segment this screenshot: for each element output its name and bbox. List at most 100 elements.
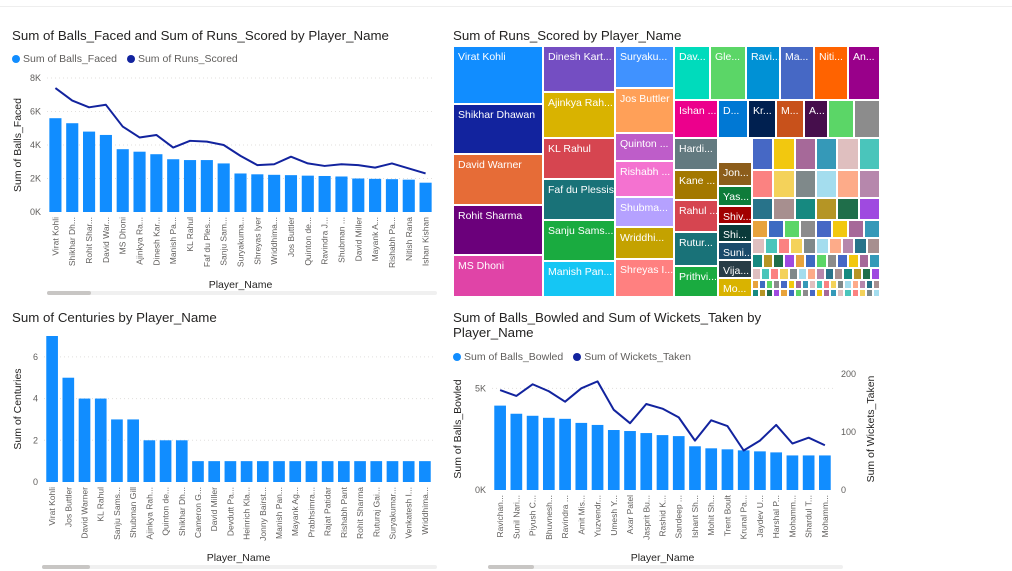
treemap-tile[interactable] (816, 198, 838, 220)
treemap-tile[interactable]: Jos Buttler (615, 88, 674, 133)
treemap-tile[interactable]: Manish Pan... (543, 261, 615, 297)
treemap-tile[interactable] (865, 280, 873, 289)
treemap-tile[interactable] (788, 268, 798, 280)
treemap-tile[interactable] (854, 100, 880, 138)
treemap-tile[interactable] (823, 280, 831, 289)
treemap-tile[interactable] (869, 254, 880, 268)
treemap-tile[interactable] (759, 288, 767, 297)
treemap-tile[interactable]: Mo... (718, 278, 752, 297)
treemap-tile[interactable] (773, 198, 795, 220)
treemap-tile[interactable] (816, 170, 838, 198)
treemap-tile[interactable] (832, 220, 848, 238)
treemap-tile[interactable] (787, 280, 795, 289)
treemap-tile[interactable] (759, 280, 767, 289)
treemap-tile[interactable]: David Warner (453, 154, 543, 205)
horizontal-scrollbar[interactable] (47, 291, 437, 295)
treemap-tile[interactable] (761, 268, 771, 280)
treemap-tile[interactable]: Ravi... (746, 46, 780, 100)
treemap-tile[interactable] (768, 220, 784, 238)
treemap-tile[interactable]: Prithvi... (674, 266, 718, 297)
treemap-tile[interactable] (837, 254, 848, 268)
treemap-tile[interactable] (844, 288, 852, 297)
treemap-tile[interactable] (794, 254, 806, 268)
treemap-tile[interactable] (752, 268, 762, 280)
treemap-tile[interactable] (830, 280, 838, 289)
treemap-tile[interactable] (752, 198, 774, 220)
treemap-tile[interactable]: Shikhar Dhawan (453, 104, 543, 154)
treemap-tile[interactable] (797, 268, 807, 280)
treemap-tile[interactable] (830, 288, 838, 297)
treemap-tile[interactable] (843, 268, 853, 280)
treemap-tile[interactable] (780, 288, 788, 297)
treemap-tile[interactable]: Niti... (814, 46, 848, 100)
treemap-tile[interactable] (858, 280, 866, 289)
treemap-tile[interactable]: KL Rahul (543, 138, 615, 179)
treemap-tile[interactable]: M... (776, 100, 804, 138)
treemap-tile[interactable] (808, 280, 816, 289)
treemap-tile[interactable] (770, 268, 780, 280)
treemap-tile[interactable] (773, 138, 795, 170)
treemap-tile[interactable] (872, 288, 880, 297)
balls-runs-chart[interactable]: Sum of Balls_Faced and Sum of Runs_Score… (0, 0, 445, 300)
treemap-tile[interactable] (794, 288, 802, 297)
treemap-tile[interactable] (825, 268, 835, 280)
treemap-tile[interactable] (773, 254, 784, 268)
treemap-tile[interactable] (841, 238, 855, 254)
treemap-tile[interactable] (816, 288, 824, 297)
treemap-tile[interactable]: Jon... (718, 162, 752, 186)
treemap-tile[interactable] (794, 198, 816, 220)
treemap-tile[interactable] (752, 238, 765, 254)
treemap-tile[interactable] (870, 268, 880, 280)
treemap-tile[interactable] (777, 238, 791, 254)
treemap-tile[interactable]: Ajinkya Rah... (543, 92, 615, 138)
treemap-tile[interactable] (816, 280, 824, 289)
treemap-tile[interactable] (837, 170, 859, 198)
treemap-tile[interactable] (806, 268, 816, 280)
treemap-tile[interactable] (851, 280, 859, 289)
treemap-tile[interactable] (803, 238, 816, 254)
scrollbar-thumb[interactable] (42, 565, 90, 569)
treemap-tile[interactable] (865, 288, 873, 297)
treemap-tile[interactable]: Wriddhi... (615, 227, 674, 259)
treemap-tile[interactable]: Shubma... (615, 197, 674, 227)
runs-treemap-chart[interactable]: Sum of Runs_Scored by Player_Name Virat … (445, 0, 890, 300)
treemap-tile[interactable]: Rahul ... (674, 200, 718, 232)
treemap-tile[interactable] (837, 288, 845, 297)
treemap-tile[interactable]: MS Dhoni (453, 255, 543, 297)
treemap-tile[interactable] (858, 254, 870, 268)
treemap-tile[interactable] (816, 268, 826, 280)
treemap-tile[interactable]: A... (804, 100, 828, 138)
treemap-tile[interactable] (762, 254, 774, 268)
treemap-tile[interactable]: Gle... (710, 46, 746, 100)
treemap-tile[interactable] (784, 254, 795, 268)
treemap-tile[interactable] (764, 238, 778, 254)
treemap-tile[interactable] (837, 198, 859, 220)
treemap-tile[interactable] (752, 138, 774, 170)
bowled-wickets-chart[interactable]: Sum of Balls_Bowled and Sum of Wickets_T… (445, 300, 890, 571)
treemap-tile[interactable] (752, 220, 768, 238)
treemap-tile[interactable]: Rishabh ... (615, 161, 674, 197)
treemap-tile[interactable]: An... (848, 46, 880, 100)
treemap-tile[interactable] (801, 280, 809, 289)
treemap-tile[interactable] (858, 288, 866, 297)
treemap-tile[interactable] (816, 238, 829, 254)
treemap-tile[interactable]: Virat Kohli (453, 46, 543, 104)
treemap-tile[interactable] (779, 268, 789, 280)
treemap-tile[interactable] (828, 238, 842, 254)
treemap-tile[interactable]: Suni... (718, 242, 752, 260)
treemap-tile[interactable] (752, 170, 774, 198)
treemap-tile[interactable] (800, 220, 816, 238)
treemap-tile[interactable]: Ishan ... (674, 100, 718, 138)
centuries-chart[interactable]: Sum of Centuries by Player_Name 0 2 4 6 Vira… (0, 300, 445, 571)
treemap-tile[interactable] (794, 280, 802, 289)
treemap-tile[interactable] (773, 288, 781, 297)
treemap-tile[interactable] (794, 170, 816, 198)
treemap-tile[interactable] (854, 238, 868, 254)
treemap-tile[interactable] (858, 170, 880, 198)
treemap-tile[interactable] (780, 280, 788, 289)
treemap-tile[interactable] (784, 220, 800, 238)
treemap-tile[interactable] (844, 280, 852, 289)
treemap-tile[interactable]: Ma... (780, 46, 814, 100)
treemap-tile[interactable] (801, 288, 809, 297)
scrollbar-thumb[interactable] (488, 565, 534, 569)
